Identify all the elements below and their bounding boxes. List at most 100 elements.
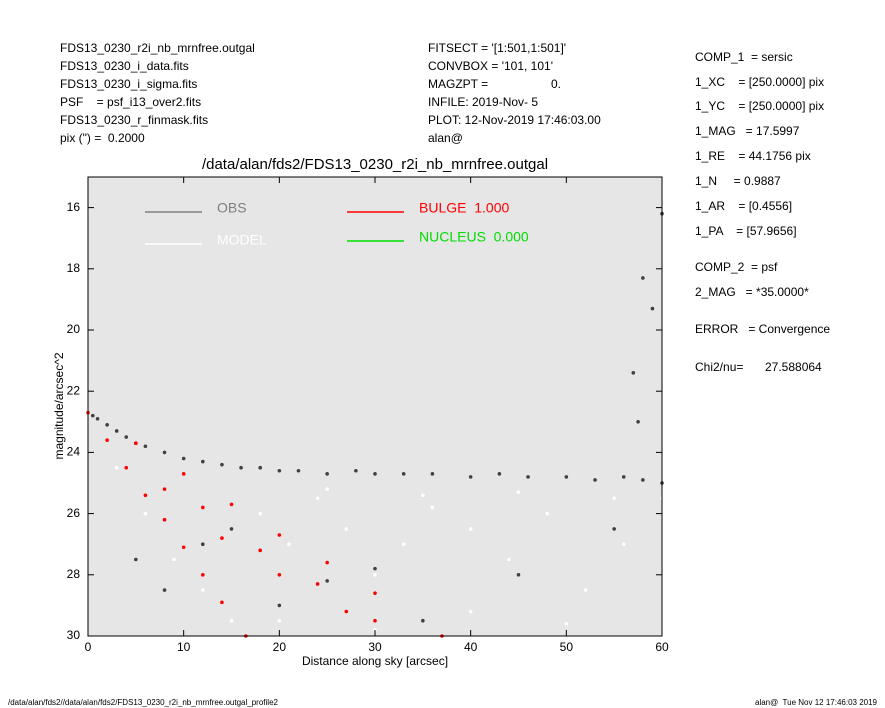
header-middle-line: MAGZPT = (428, 77, 488, 91)
data-point (325, 560, 329, 565)
data-point (373, 628, 377, 632)
data-point (631, 371, 636, 375)
x-tick-label: 50 (560, 640, 574, 654)
data-point (373, 618, 377, 623)
header-left-line: PSF = psf_i13_over2.fits (60, 95, 201, 109)
data-point (545, 511, 549, 516)
data-point (401, 472, 406, 476)
data-point (650, 306, 655, 311)
data-point (621, 475, 626, 479)
data-point (105, 438, 109, 442)
data-point (296, 468, 301, 473)
data-point (373, 573, 377, 577)
x-tick-label: 20 (273, 640, 287, 654)
data-point (162, 487, 167, 491)
x-tick-label: 60 (655, 640, 669, 654)
data-point (95, 416, 100, 421)
data-point (583, 588, 588, 592)
data-point (90, 413, 95, 418)
footer-right: alan@ Tue Nov 12 17:46:03 2019 (755, 698, 878, 707)
data-point (277, 468, 282, 473)
data-point (181, 472, 186, 476)
y-tick-label: 24 (67, 445, 81, 459)
y-tick-label: 18 (67, 261, 81, 275)
data-point (229, 527, 234, 531)
x-axis-label: Distance along sky [arcsec] (302, 654, 448, 668)
x-tick-label: 30 (368, 640, 382, 654)
data-point (430, 505, 435, 510)
chi2-value: 27.588064 (765, 360, 822, 374)
data-point (201, 459, 205, 464)
plot-frame (87, 176, 663, 637)
x-tick-label: 0 (85, 640, 92, 654)
data-point (516, 490, 521, 494)
data-point (124, 435, 129, 439)
y-tick-label: 26 (67, 506, 81, 520)
data-point (258, 511, 263, 516)
data-point (229, 618, 234, 623)
data-point (564, 621, 569, 626)
data-point (354, 468, 358, 473)
x-tick-label: 10 (177, 640, 191, 654)
data-point (325, 579, 329, 583)
data-point (287, 542, 291, 546)
header-left-line: FDS13_0230_r2i_nb_mrnfree.outgal (60, 41, 255, 55)
header-middle-line: INFILE: 2019-Nov- 5 (428, 95, 538, 109)
legend-label: BULGE 1.000 (419, 200, 509, 216)
data-point (239, 465, 243, 470)
data-point (564, 475, 569, 479)
footer-left: /data/alan/fds2//data/alan/fds2/FDS13_02… (8, 698, 279, 707)
fit-parameter: 1_N = 0.9887 (695, 174, 781, 188)
data-point (258, 548, 263, 553)
data-point (516, 573, 521, 577)
data-point (373, 566, 377, 571)
fit-parameter: COMP_2 = psf (695, 260, 778, 274)
legend-label: OBS (217, 200, 247, 216)
data-point (258, 465, 263, 470)
y-tick-label: 22 (67, 383, 81, 397)
data-point (373, 472, 377, 476)
y-tick-label: 20 (67, 322, 81, 336)
data-point (373, 591, 377, 595)
fit-parameter: 1_XC = [250.0000] pix (695, 75, 824, 89)
y-axis-label: magnitude/arcsec^2 (52, 352, 66, 459)
data-point (181, 456, 186, 461)
data-point (201, 505, 205, 510)
header-left-line: FDS13_0230_i_sigma.fits (60, 77, 197, 91)
header-left-line: pix (") = 0.2000 (60, 131, 145, 145)
header-middle-line: FITSECT = '[1:501,1:501]' (428, 41, 566, 55)
data-point (201, 588, 205, 592)
fit-parameter: ERROR = Convergence (695, 322, 830, 336)
y-tick-label: 16 (67, 200, 81, 214)
data-point (201, 573, 205, 577)
data-point (143, 511, 148, 516)
data-points (86, 211, 664, 638)
data-point (636, 420, 640, 424)
data-point (641, 276, 645, 280)
header-middle-line: CONVBOX = '101, 101' (428, 59, 553, 73)
data-point (277, 573, 282, 577)
fit-parameter: 2_MAG = *35.0000* (695, 285, 809, 299)
y-tick-label: 28 (67, 567, 81, 581)
data-point (612, 496, 616, 501)
data-point (468, 527, 473, 531)
data-point (315, 496, 320, 501)
data-point (612, 527, 616, 531)
data-point (641, 478, 645, 482)
data-point (162, 517, 167, 522)
data-point (507, 557, 511, 562)
fit-parameter: Chi2/nu= (695, 360, 743, 374)
data-point (526, 475, 530, 479)
data-point (325, 472, 329, 476)
data-point (201, 542, 205, 546)
data-point (277, 603, 282, 608)
data-point (124, 465, 129, 470)
data-point (143, 444, 148, 449)
data-point (181, 545, 186, 550)
data-point (134, 441, 138, 446)
data-point (220, 462, 224, 467)
data-point (401, 542, 406, 546)
data-point (143, 493, 148, 498)
